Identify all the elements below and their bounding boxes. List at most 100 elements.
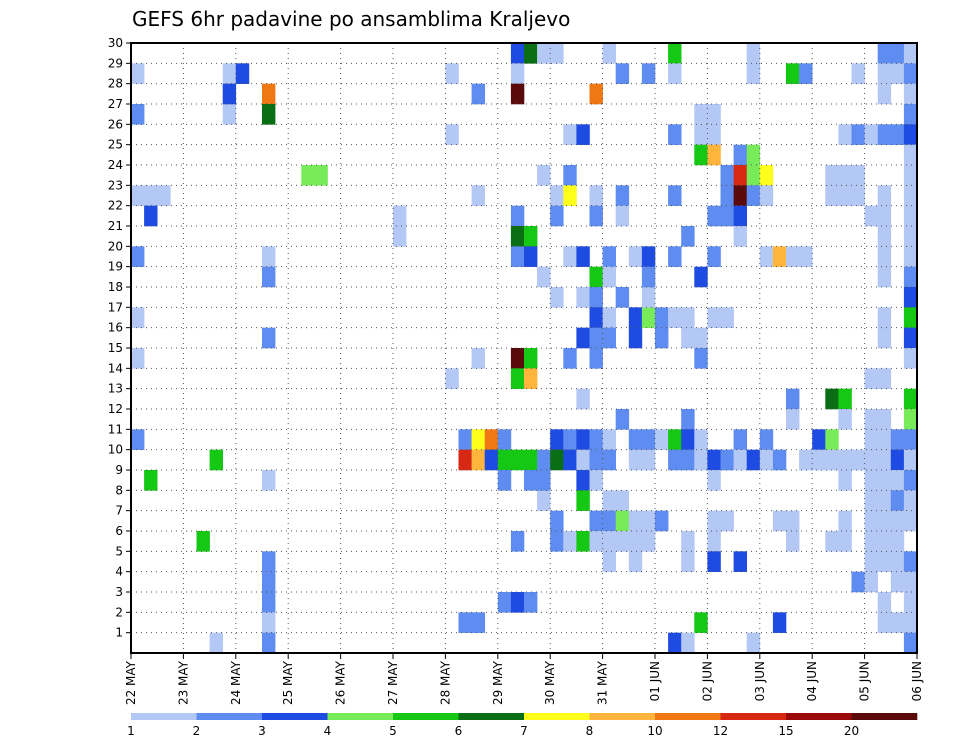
heatmap-cell (851, 165, 865, 186)
heatmap-cell (550, 531, 564, 552)
legend-label: 15 (778, 724, 793, 738)
heatmap-cell (655, 510, 669, 532)
y-tick-label: 5 (115, 544, 123, 558)
heatmap-cell (759, 246, 774, 267)
heatmap-cell (864, 571, 878, 593)
heatmap-cell (537, 43, 551, 64)
heatmap-cell (497, 429, 512, 450)
y-tick-label: 22 (108, 199, 123, 213)
y-tick-label: 19 (108, 260, 123, 274)
heatmap-cell (537, 449, 551, 471)
legend-label: 5 (389, 724, 397, 738)
heatmap-cell (851, 124, 865, 145)
heatmap-cell (602, 327, 616, 349)
heatmap-cell (510, 83, 525, 105)
heatmap-cell (563, 449, 577, 471)
heatmap-cell (131, 307, 145, 328)
y-tick-label: 2 (115, 605, 123, 619)
legend-swatch (851, 713, 918, 720)
heatmap-cell (903, 490, 918, 511)
heatmap-cell (903, 144, 918, 166)
heatmap-cell (694, 104, 708, 125)
y-tick-label: 25 (108, 138, 123, 152)
heatmap-cell (772, 449, 787, 471)
heatmap-cell (550, 205, 564, 227)
y-tick-label: 28 (108, 77, 123, 91)
heatmap-cell (589, 470, 603, 491)
legend-swatch (131, 713, 197, 720)
heatmap-cell (733, 205, 747, 227)
heatmap-cell (497, 592, 512, 613)
heatmap-cell (877, 429, 892, 450)
heatmap-cell (903, 124, 918, 145)
heatmap-cell (903, 571, 918, 593)
heatmap-cell (903, 327, 918, 349)
heatmap-cell (707, 531, 721, 552)
x-tick-label: 31 MAY (596, 660, 610, 705)
plot-area (130, 42, 918, 654)
heatmap-cell (877, 531, 892, 552)
heatmap-cell (681, 327, 695, 349)
heatmap-cell (563, 429, 577, 450)
heatmap-cell (668, 124, 682, 145)
x-axis: 22 MAY 23 MAY 24 MAY 25 MAY 26 MAY 27 MAY 28 M… (124, 653, 924, 705)
heatmap-cell (707, 470, 721, 491)
grid-lines (131, 43, 917, 653)
heatmap-cell (602, 307, 616, 328)
heatmap-cell (720, 307, 734, 328)
heatmap-cell (707, 205, 721, 227)
heatmap-cell (877, 266, 892, 288)
y-tick-label: 14 (108, 361, 123, 375)
heatmap-cell (628, 246, 643, 267)
heatmap-cell (262, 246, 276, 267)
heatmap-cell (864, 429, 878, 450)
x-tick-label: 23 MAY (176, 660, 190, 705)
heatmap-cell (877, 185, 892, 206)
heatmap-cell (733, 429, 747, 450)
heatmap-cell (668, 246, 682, 267)
y-tick-label: 18 (108, 280, 123, 294)
heatmap-cell (694, 348, 708, 369)
heatmap-cell (589, 185, 603, 206)
heatmap-cell (550, 449, 564, 471)
heatmap-cell (602, 43, 616, 64)
heatmap-cell (628, 510, 643, 532)
heatmap-cell (471, 83, 485, 105)
y-tick-label: 15 (108, 341, 123, 355)
heatmap-cell (786, 531, 800, 552)
heatmap-cell (746, 63, 761, 84)
heatmap-cell (209, 632, 223, 654)
y-tick-label: 1 (115, 626, 123, 640)
heatmap-cell (864, 551, 878, 572)
heatmap-cell (131, 429, 145, 450)
heatmap-cell (903, 43, 918, 64)
heatmap-cell (602, 510, 616, 532)
heatmap-cell (602, 246, 616, 267)
heatmap-cell (262, 551, 276, 572)
heatmap-cell (524, 246, 538, 267)
heatmap-cell (537, 165, 551, 186)
heatmap-cell (445, 124, 459, 145)
y-tick-label: 17 (108, 300, 123, 314)
heatmap-cell (903, 246, 918, 267)
heatmap-cell (759, 165, 774, 186)
heatmap-cell (510, 449, 525, 471)
heatmap-cell (694, 612, 708, 633)
heatmap-cell (510, 246, 525, 267)
heatmap-cell (615, 531, 630, 552)
heatmap-cell (838, 470, 852, 491)
heatmap-cell (445, 63, 459, 84)
heatmap-cell (707, 510, 721, 532)
heatmap-cell (589, 266, 603, 288)
heatmap-cell (877, 612, 892, 633)
heatmap-cell (733, 144, 747, 166)
y-tick-label: 9 (115, 463, 123, 477)
heatmap-cell (694, 124, 708, 145)
x-tick-label: 24 MAY (229, 660, 243, 705)
heatmap-cell (641, 63, 656, 84)
heatmap-cell (576, 124, 590, 145)
y-tick-label: 27 (108, 97, 123, 111)
heatmap-cell (262, 104, 276, 125)
heatmap-cell (615, 205, 630, 227)
heatmap-cell (510, 205, 525, 227)
